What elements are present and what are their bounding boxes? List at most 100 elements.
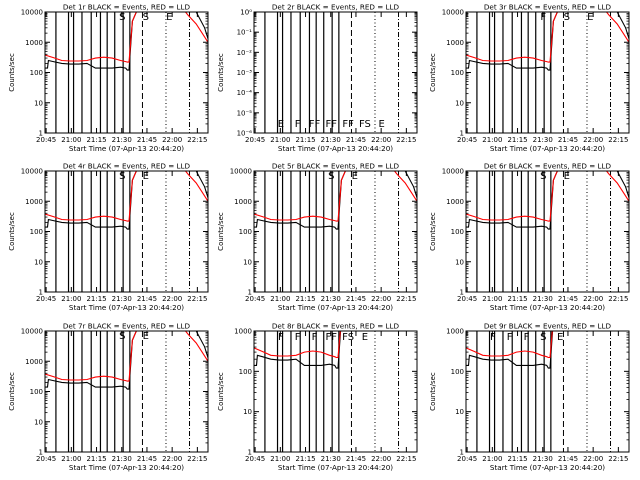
plot-frame xyxy=(465,11,630,134)
x-tick-label: 22:00 xyxy=(583,295,603,303)
panel-title: Det 7r BLACK = Events, RED = LLD xyxy=(63,322,191,331)
segment-marker-label: S xyxy=(119,331,125,342)
y-tick-label: 10⁻⁴ xyxy=(237,89,253,97)
x-tick-label: 20:45 xyxy=(457,136,477,144)
y-tick-label: 1000 xyxy=(234,198,252,206)
x-tick-label: 21:15 xyxy=(295,136,315,144)
y-tick-label: 10000 xyxy=(21,328,43,336)
lld-series-line xyxy=(466,171,629,222)
segment-marker-label: S xyxy=(119,171,125,182)
x-tick-label: 21:30 xyxy=(533,136,553,144)
segment-marker-label: E xyxy=(143,331,149,342)
x-tick-label: 21:00 xyxy=(61,455,81,463)
y-tick-label: 10⁰ xyxy=(240,9,252,17)
panel-title: Det 4r BLACK = Events, RED = LLD xyxy=(63,162,191,171)
x-tick-label: 21:45 xyxy=(346,136,366,144)
segment-marker-label: S xyxy=(143,12,149,23)
events-series-line xyxy=(466,12,629,71)
x-tick-label: 22:15 xyxy=(396,295,416,303)
y-axis-label: Counts/sec xyxy=(217,212,225,251)
data-area xyxy=(45,331,208,452)
y-tick-label: 1 xyxy=(39,449,43,457)
y-tick-label: 10 xyxy=(243,408,252,416)
segment-marker-label: FF xyxy=(326,119,338,130)
segment-marker-label: FS xyxy=(359,119,371,130)
x-axis-label: Start Time (07-Apr-13 20:44:20) xyxy=(278,303,393,312)
x-tick-label: 21:45 xyxy=(558,295,578,303)
segment-marker-label: F xyxy=(490,332,496,343)
y-tick-label: 10⁻³ xyxy=(237,69,253,77)
y-tick-label: 1 xyxy=(460,449,464,457)
x-axis-label: Start Time (07-Apr-13 20:44:20) xyxy=(69,463,184,472)
data-area xyxy=(45,171,208,292)
panel-title: Det 8r BLACK = Events, RED = LLD xyxy=(272,322,400,331)
x-tick-label: 21:30 xyxy=(321,136,341,144)
y-tick-label: 10 xyxy=(34,418,43,426)
plot-frame xyxy=(44,330,209,453)
y-tick-label: 10000 xyxy=(442,168,464,176)
x-tick-label: 22:15 xyxy=(187,295,207,303)
segment-marker-label: S xyxy=(540,171,546,182)
y-tick-label: 100 xyxy=(30,228,43,236)
plot-frame xyxy=(44,11,209,134)
y-tick-label: 10⁻⁶ xyxy=(237,130,253,138)
x-tick-label: 22:00 xyxy=(371,136,391,144)
lld-series-line xyxy=(466,331,629,359)
x-tick-label: 22:00 xyxy=(371,295,391,303)
events-series-line xyxy=(254,171,417,230)
y-axis-label: Counts/sec xyxy=(8,372,16,411)
y-axis-label: Counts/sec xyxy=(429,53,437,92)
segment-marker-label: F xyxy=(507,332,513,343)
segment-marker-label: F xyxy=(524,332,530,343)
x-tick-label: 21:15 xyxy=(86,136,106,144)
x-tick-label: 21:00 xyxy=(270,455,290,463)
x-tick-label: 20:45 xyxy=(36,295,56,303)
x-tick-label: 21:30 xyxy=(112,136,132,144)
x-tick-label: 20:45 xyxy=(457,455,477,463)
y-tick-label: 1 xyxy=(460,289,464,297)
panel-title: Det 2r BLACK = Events, RED = LLD xyxy=(272,3,400,12)
x-tick-label: 21:00 xyxy=(270,136,290,144)
plot-frame xyxy=(253,11,418,134)
panel-title: Det 1r BLACK = Events, RED = LLD xyxy=(63,3,191,12)
segment-marker-label: E xyxy=(362,332,368,343)
segment-marker-label: E xyxy=(166,12,172,23)
y-tick-label: 1 xyxy=(460,130,464,138)
x-tick-label: 22:15 xyxy=(396,136,416,144)
y-tick-label: 1 xyxy=(248,289,252,297)
x-axis-label: Start Time (07-Apr-13 20:44:20) xyxy=(490,144,605,153)
y-tick-label: 10 xyxy=(34,99,43,107)
events-series-line xyxy=(466,171,629,230)
data-area xyxy=(254,331,417,452)
y-tick-label: 10000 xyxy=(21,9,43,17)
x-tick-label: 21:00 xyxy=(482,455,502,463)
panel-title: Det 5r BLACK = Events, RED = LLD xyxy=(272,162,400,171)
x-tick-label: 22:15 xyxy=(187,455,207,463)
plot-frame xyxy=(465,170,630,293)
segment-marker-label: E xyxy=(352,171,358,182)
y-tick-label: 10 xyxy=(455,408,464,416)
y-tick-label: 1000 xyxy=(446,39,464,47)
x-tick-label: 22:15 xyxy=(396,455,416,463)
y-tick-label: 10 xyxy=(455,258,464,266)
y-axis-label: Counts/sec xyxy=(429,212,437,251)
x-axis-label: Start Time (07-Apr-13 20:44:20) xyxy=(490,463,605,472)
y-tick-label: 10000 xyxy=(21,168,43,176)
x-tick-label: 21:45 xyxy=(137,455,157,463)
segment-marker-label: FF xyxy=(342,119,354,130)
y-axis-label: Counts/sec xyxy=(8,212,16,251)
segment-marker-label: E xyxy=(278,119,284,130)
x-tick-label: 20:45 xyxy=(245,295,265,303)
y-tick-label: 10000 xyxy=(230,168,252,176)
x-tick-label: 22:15 xyxy=(608,136,628,144)
events-series-line xyxy=(254,331,342,369)
x-tick-label: 21:15 xyxy=(507,136,527,144)
segment-marker-label: F xyxy=(540,12,546,23)
y-tick-label: 1000 xyxy=(25,198,43,206)
y-tick-label: 1 xyxy=(248,449,252,457)
